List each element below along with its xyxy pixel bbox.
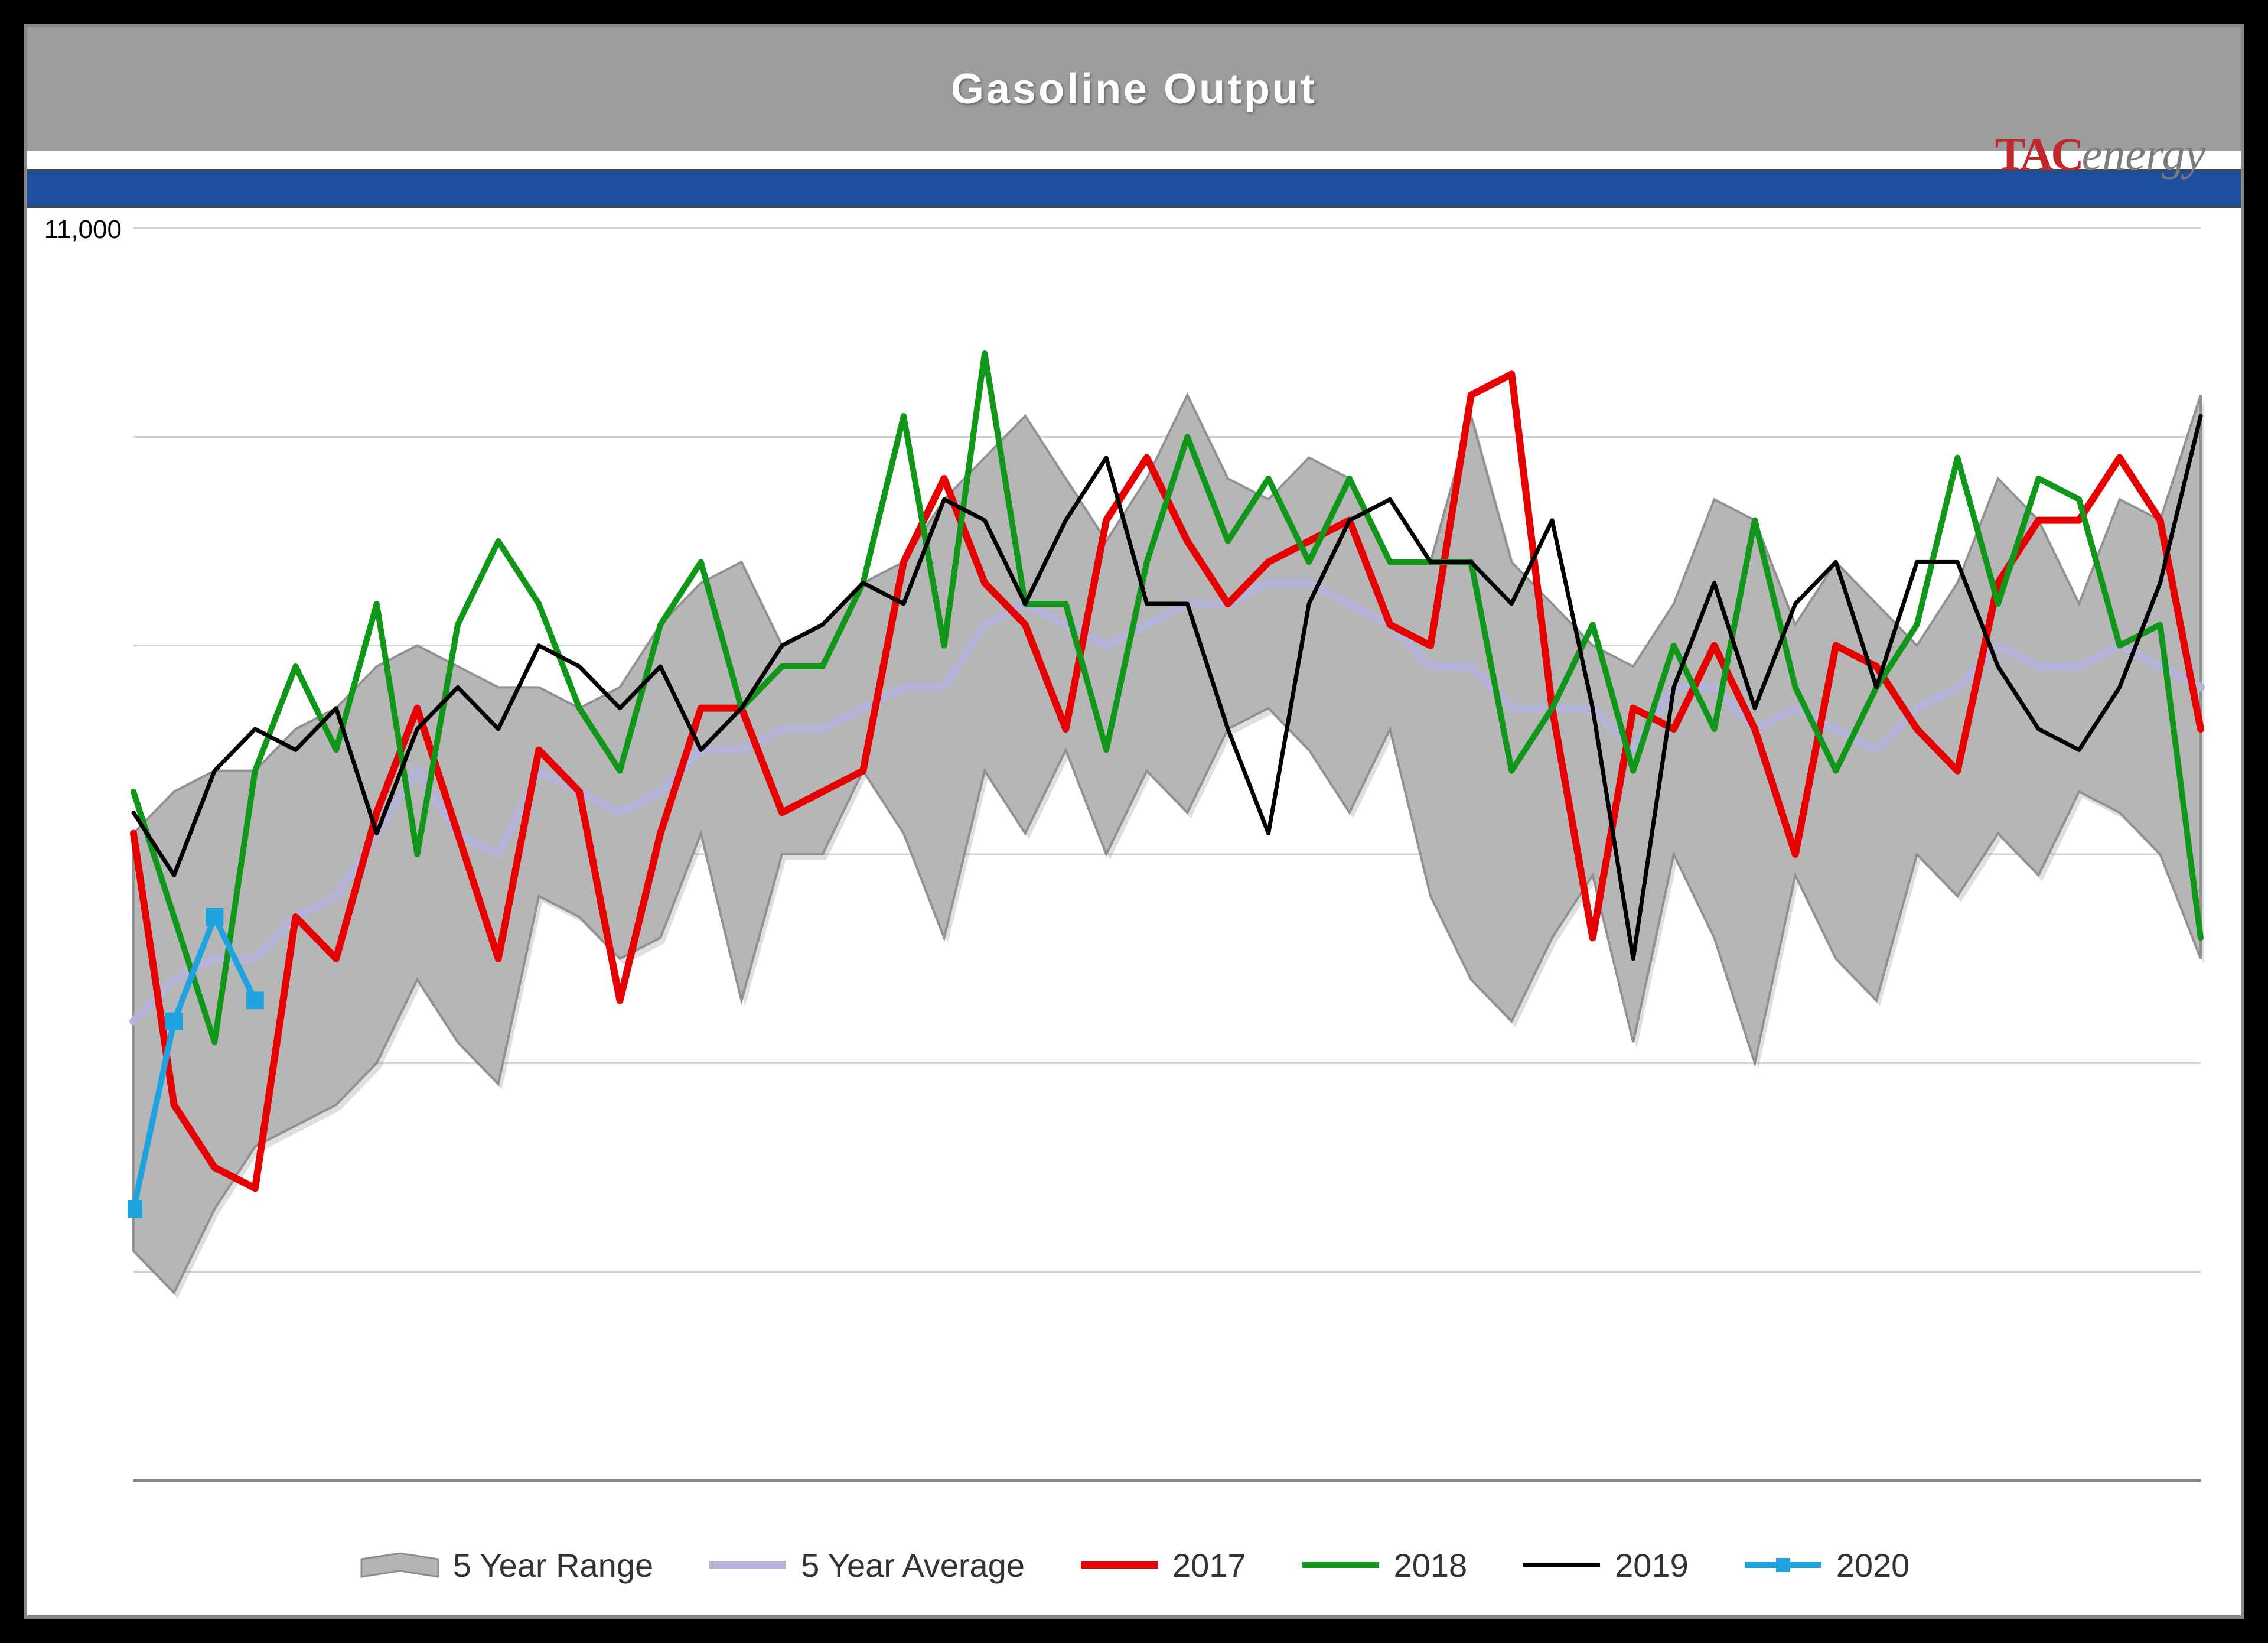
- legend-swatch: [359, 1550, 441, 1580]
- legend-swatch: [1078, 1550, 1161, 1580]
- logo-prefix: TAC: [1995, 128, 2082, 180]
- legend-label: 5 Year Average: [801, 1546, 1025, 1585]
- y-tick-label: 11,000: [33, 215, 122, 245]
- brand-logo: TACenergy: [1995, 128, 2205, 181]
- legend-swatch: [706, 1550, 789, 1580]
- legend-label: 2019: [1615, 1546, 1689, 1585]
- chart-card: Gasoline Output TACenergy 5 Year Range5 …: [24, 24, 2244, 1619]
- legend: 5 Year Range 5 Year Average 2017 2018 2019 20…: [27, 1533, 2241, 1598]
- logo-suffix: energy: [2082, 128, 2205, 180]
- chart-plot: [128, 216, 2207, 1516]
- chart-title: Gasoline Output: [951, 65, 1317, 113]
- legend-label: 2017: [1172, 1546, 1246, 1585]
- legend-item-y2018: 2018: [1299, 1546, 1468, 1585]
- title-band: Gasoline Output: [27, 27, 2241, 151]
- legend-swatch: [1299, 1550, 1382, 1580]
- legend-item-y2019: 2019: [1520, 1546, 1689, 1585]
- legend-label: 5 Year Range: [453, 1546, 653, 1585]
- accent-band: [27, 169, 2241, 208]
- legend-label: 2018: [1394, 1546, 1468, 1585]
- legend-item-y2017: 2017: [1078, 1546, 1246, 1585]
- legend-item-range: 5 Year Range: [359, 1546, 653, 1585]
- legend-item-y2020: 2020: [1742, 1546, 1910, 1585]
- legend-swatch: [1742, 1550, 1824, 1580]
- legend-swatch: [1520, 1550, 1603, 1580]
- legend-item-avg: 5 Year Average: [706, 1546, 1025, 1585]
- legend-label: 2020: [1836, 1546, 1910, 1585]
